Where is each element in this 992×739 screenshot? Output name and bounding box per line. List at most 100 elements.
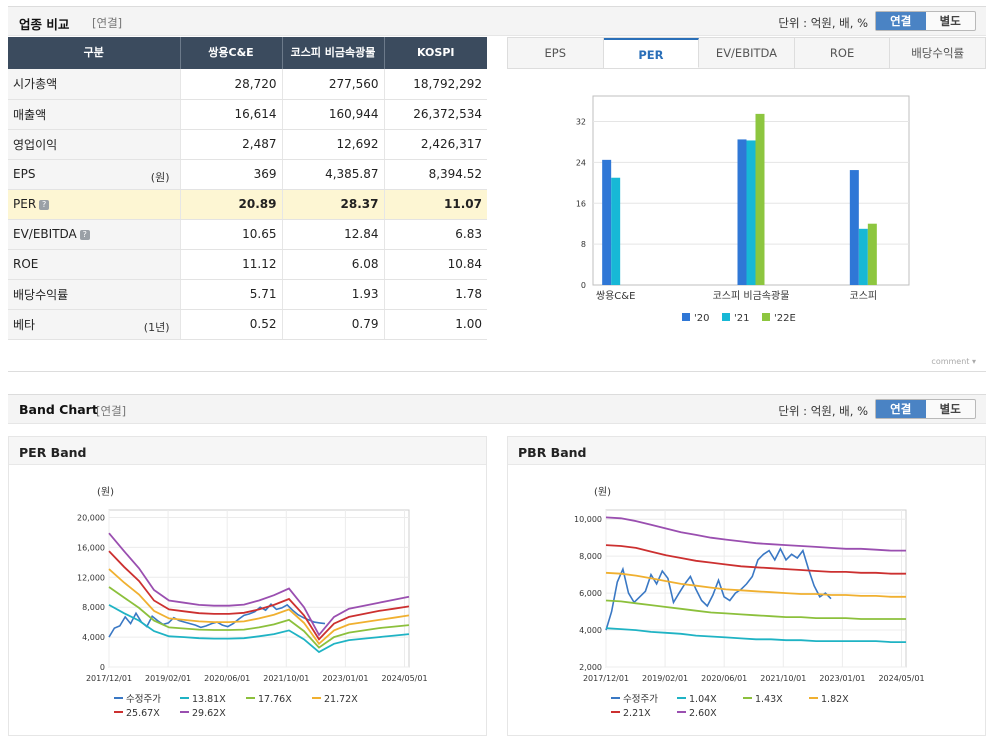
- table-cell: 1.93: [281, 279, 384, 310]
- table-cell: 12.84: [281, 219, 384, 250]
- series-line: [108, 586, 410, 649]
- x-tick-label: 2017/12/01: [86, 674, 132, 683]
- series-line: [108, 532, 410, 637]
- row-label-text: EV/EBITDA: [13, 227, 77, 241]
- table-row: EV/EBITDA? 10.65 12.84 6.83: [8, 219, 487, 250]
- row-unit: (원): [150, 170, 170, 184]
- legend-label: 2.21X: [623, 708, 651, 719]
- table-cell: 26,372,534: [383, 99, 487, 130]
- series-line: [108, 568, 410, 646]
- metric-tabs: EPS PER EV/EBITDA ROE 배당수익률: [507, 37, 986, 69]
- table-cell: 277,560: [281, 69, 384, 100]
- table-row: 베타 (1년) 0.52 0.79 1.00: [8, 309, 487, 340]
- bar: [602, 159, 612, 285]
- row-label-text: 매출액: [13, 107, 47, 122]
- help-icon[interactable]: ?: [39, 200, 50, 210]
- x-tick-label: 2021/10/01: [760, 674, 806, 683]
- toggle-consolidated[interactable]: 연결: [876, 12, 926, 30]
- table-cell: 160,944: [281, 99, 384, 130]
- toggle-separate[interactable]: 별도: [939, 14, 961, 28]
- y-tick-label: 10,000: [574, 515, 602, 524]
- table-cell: 8,394.52: [383, 159, 487, 190]
- tab-eps[interactable]: EPS: [508, 38, 604, 68]
- legend-label: 1.04X: [689, 694, 717, 705]
- table-row: 배당수익률 5.71 1.93 1.78: [8, 279, 487, 310]
- legend-label: 수정주가: [623, 694, 658, 705]
- row-label: EPS (원): [8, 159, 180, 190]
- y-tick-label: 4,000: [82, 633, 105, 642]
- table-row: 매출액 16,614 160,944 26,372,534: [8, 99, 487, 130]
- per-bar-chart: 0 8 16 24 32 쌍용C&E 코스피 비금속광물 코스피 '20 '21 '22E: [576, 95, 910, 324]
- band-tag: [연결]: [96, 404, 127, 418]
- y-tick-label: 12,000: [77, 573, 105, 582]
- y-tick-label: 24: [576, 158, 586, 167]
- x-tick-label: 코스피: [850, 290, 878, 302]
- x-tick-label: 2023/01/01: [819, 674, 865, 683]
- table-cell: 2,426,317: [383, 129, 487, 160]
- bar: [858, 228, 868, 285]
- legend-label: 17.76X: [258, 694, 292, 705]
- bar: [737, 139, 747, 285]
- legend-swatch: [722, 313, 730, 321]
- comparison-table: 구분 쌍용C&E 코스피 비금속광물 KOSPI 시가총액 28,720 277,560 1…: [8, 37, 487, 340]
- table-row: ROE 11.12 6.08 10.84: [8, 249, 487, 280]
- row-label-text: PER: [13, 197, 37, 211]
- x-tick-label: 2020/06/01: [204, 674, 250, 683]
- legend-label: 13.81X: [192, 694, 226, 705]
- table-cell: 16,614: [179, 99, 282, 130]
- table-cell: 1.00: [383, 309, 487, 340]
- band-toggle-separate[interactable]: 별도: [939, 402, 961, 416]
- row-label: 시가총액: [8, 69, 180, 100]
- tab-evebitda[interactable]: EV/EBITDA: [699, 38, 795, 68]
- table-cell: 2,487: [179, 129, 282, 160]
- x-tick-label: 2020/06/01: [701, 674, 747, 683]
- table-header-3: KOSPI: [384, 37, 487, 69]
- table-cell: 6.83: [383, 219, 487, 250]
- table-cell: 4,385.87: [281, 159, 384, 190]
- table-row: PER? 20.89 28.37 11.07: [8, 189, 487, 220]
- table-cell: 28,720: [179, 69, 282, 100]
- table-cell: 11.07: [383, 189, 487, 220]
- row-label-text: 영업이익: [13, 137, 58, 152]
- band-consolidation-toggle: 연결 별도: [875, 399, 976, 419]
- legend-swatch: [682, 313, 690, 321]
- x-tick-label: 2017/12/01: [583, 674, 629, 683]
- row-label: PER?: [8, 189, 180, 220]
- pbr-band-panel: PBR Band (원) 2,000 4,000 6,000 8,000 10,000 20…: [507, 436, 986, 736]
- per-band-title: PER Band: [9, 437, 486, 465]
- bar: [755, 113, 765, 285]
- table-header-1: 쌍용C&E: [180, 37, 283, 69]
- series-line: [605, 516, 906, 552]
- series-line: [605, 544, 906, 575]
- y-tick-label: 8: [581, 240, 586, 249]
- band-toggle-consolidated[interactable]: 연결: [876, 400, 926, 418]
- tab-roe[interactable]: ROE: [795, 38, 891, 68]
- band-header: Band Chart [연결] 단위 : 억원, 배, % 연결 별도: [8, 394, 986, 424]
- table-cell: 12,692: [281, 129, 384, 160]
- tab-per[interactable]: PER: [603, 38, 700, 68]
- row-label-text: 베타: [13, 317, 36, 332]
- bar: [611, 177, 621, 285]
- legend-label: 수정주가: [126, 694, 161, 705]
- row-label-text: 배당수익률: [13, 287, 69, 302]
- row-label: 매출액: [8, 99, 180, 130]
- y-tick-label: 16: [576, 199, 586, 208]
- table-cell: 6.08: [281, 249, 384, 280]
- row-label-text: ROE: [13, 257, 39, 271]
- legend-label: 29.62X: [192, 708, 226, 719]
- x-tick-label: 2019/02/01: [145, 674, 191, 683]
- y-axis-unit: (원): [97, 486, 114, 498]
- y-tick-label: 8,000: [82, 603, 105, 612]
- table-cell: 28.37: [281, 189, 384, 220]
- comment-toggle[interactable]: comment ▾: [931, 357, 976, 366]
- help-icon[interactable]: ?: [79, 230, 90, 240]
- legend-label: 21.72X: [324, 694, 358, 705]
- tab-dividend[interactable]: 배당수익률: [911, 46, 965, 60]
- y-tick-label: 0: [100, 663, 105, 672]
- y-tick-label: 2,000: [579, 663, 602, 672]
- legend-label: '21: [734, 313, 749, 324]
- y-axis-unit: (원): [594, 486, 611, 498]
- y-tick-label: 32: [576, 118, 586, 127]
- table-row: EPS (원) 369 4,385.87 8,394.52: [8, 159, 487, 190]
- compare-unit: 단위 : 억원, 배, %: [778, 16, 868, 30]
